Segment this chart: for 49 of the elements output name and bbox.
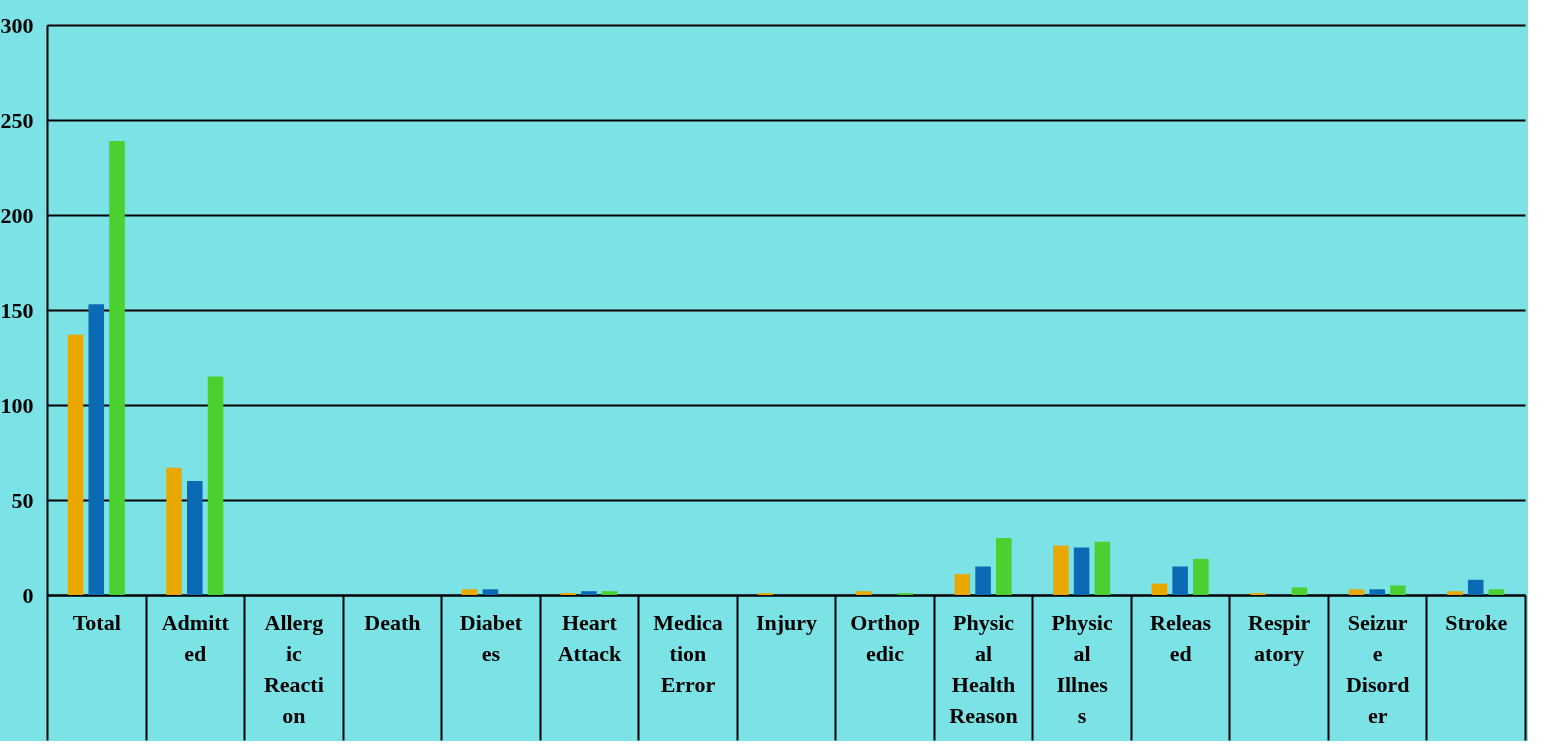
bar bbox=[1447, 591, 1463, 595]
x-tick-label: Total bbox=[72, 609, 121, 635]
bar bbox=[482, 589, 499, 595]
bar bbox=[954, 574, 971, 595]
bar bbox=[1291, 587, 1308, 595]
bar bbox=[1193, 558, 1209, 595]
x-tick-label: Death bbox=[364, 609, 421, 635]
bar bbox=[88, 304, 105, 595]
bar bbox=[109, 140, 125, 595]
bar bbox=[996, 538, 1012, 595]
y-tick-label: 50 bbox=[11, 487, 34, 513]
bar bbox=[166, 467, 182, 595]
bar bbox=[1488, 589, 1505, 595]
x-tick-label: Medication Error bbox=[653, 609, 723, 697]
bar bbox=[581, 591, 597, 595]
x-tick-label: Orthopedic bbox=[850, 609, 920, 666]
y-tick-label: 150 bbox=[0, 297, 34, 323]
y-tick-label: 100 bbox=[0, 392, 34, 418]
x-tick-label: Stroke bbox=[1445, 609, 1508, 635]
bar bbox=[1390, 585, 1406, 595]
x-tick-label: Admitted bbox=[161, 609, 230, 666]
y-tick-label: 250 bbox=[0, 107, 34, 133]
bar bbox=[856, 591, 872, 595]
x-tick-label: Respiratory bbox=[1248, 609, 1311, 666]
y-tick-label: 0 bbox=[22, 582, 34, 608]
y-tick-label: 300 bbox=[0, 12, 34, 38]
x-tick-label: Injury bbox=[755, 609, 818, 635]
bar bbox=[1073, 547, 1090, 595]
bar bbox=[207, 376, 224, 595]
bar bbox=[1094, 541, 1111, 595]
bar bbox=[975, 566, 991, 595]
bar bbox=[1053, 545, 1069, 595]
x-tick-label: Allergic Reaction bbox=[263, 609, 324, 728]
bar bbox=[601, 591, 618, 595]
x-tick-label: Physical Health Reason bbox=[949, 609, 1018, 728]
y-tick-label: 200 bbox=[0, 202, 34, 228]
x-tick-label: Physical Illness bbox=[1051, 609, 1113, 728]
x-tick-label: Released bbox=[1150, 609, 1212, 666]
x-tick-label: Heart Attack bbox=[557, 609, 622, 666]
bar bbox=[67, 334, 84, 595]
bar bbox=[1348, 589, 1365, 595]
x-tick-label: Diabetes bbox=[459, 609, 523, 666]
bar bbox=[1369, 589, 1385, 595]
bar bbox=[461, 589, 478, 595]
bar bbox=[1172, 566, 1188, 595]
bar bbox=[1151, 583, 1168, 595]
x-tick-label: Seizure Disorder bbox=[1345, 609, 1410, 728]
bar bbox=[187, 481, 203, 595]
bar bbox=[1467, 579, 1484, 595]
